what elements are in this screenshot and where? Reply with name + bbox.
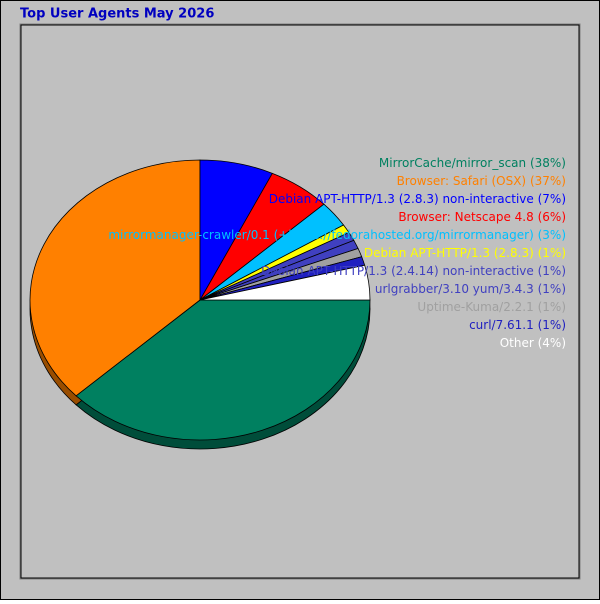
legend-label: Debian APT-HTTP/1.3 (2.8.3) (1%) [364,246,566,260]
chart-title: Top User Agents May 2026 [20,7,214,22]
legend-value: (38%) [530,156,566,170]
legend-name: mirrormanager-crawler/0.1 (+https://fedo… [108,228,533,242]
legend-value: (1%) [538,318,566,332]
legend-label: curl/7.61.1 (1%) [469,318,566,332]
legend-name: Debian APT-HTTP/1.3 (2.4.14) non-interac… [261,264,534,278]
legend-name: Uptime-Kuma/2.2.1 [417,300,533,314]
legend-value: (1%) [538,282,566,296]
legend-value: (4%) [538,336,566,350]
legend-value: (3%) [538,228,566,242]
legend-label: Debian APT-HTTP/1.3 (2.4.14) non-interac… [261,264,566,278]
legend-label: Other (4%) [500,336,566,350]
slice [29,159,201,397]
legend-value: (7%) [538,192,566,206]
legend-label: Debian APT-HTTP/1.3 (2.8.3) non-interact… [269,192,566,206]
legend-value: (37%) [530,174,566,188]
legend-label: MirrorCache/mirror_scan (38%) [379,156,566,170]
legend-name: curl/7.61.1 [469,318,534,332]
legend-name: MirrorCache/mirror_scan [379,156,526,170]
legend-label: urlgrabber/3.10 yum/3.4.3 (1%) [375,282,566,296]
legend-name: Debian APT-HTTP/1.3 (2.8.3) non-interact… [269,192,534,206]
legend-value: (1%) [538,300,566,314]
slice [199,264,371,301]
slice [75,299,371,441]
legend-name: Debian APT-HTTP/1.3 (2.8.3) [364,246,534,260]
legend-label: Uptime-Kuma/2.2.1 (1%) [417,300,566,314]
legend-name: Other [500,336,534,350]
frame-inner [20,24,580,579]
legend-label: mirrormanager-crawler/0.1 (+https://fedo… [108,228,566,242]
legend-value: (1%) [538,246,566,260]
frame [19,23,581,580]
legend-value: (1%) [538,264,566,278]
legend-label: Browser: Safari (OSX) (37%) [397,174,566,188]
legend-value: (6%) [538,210,566,224]
legend-name: Browser: Safari (OSX) [397,174,527,188]
legend-label: Browser: Netscape 4.8 (6%) [398,210,566,224]
legend-name: Browser: Netscape 4.8 [398,210,533,224]
legend-name: urlgrabber/3.10 yum/3.4.3 [375,282,534,296]
